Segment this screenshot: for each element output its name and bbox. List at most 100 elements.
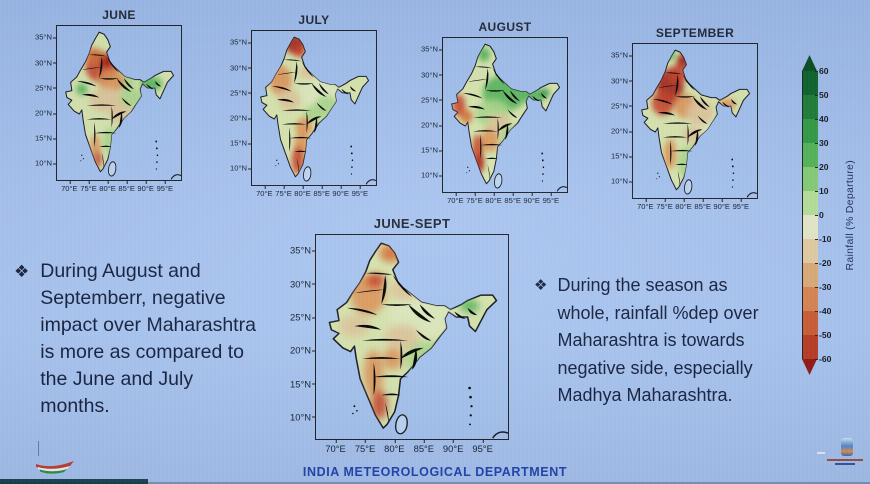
lon-tick-label: 80°E [485,192,502,205]
lon-tick-label: 80°E [99,180,116,193]
colorbar-axis-label: Rainfall (% Departure) [844,159,856,271]
lat-axis-june-sept: 35°N 30°N 25°N 20°N 15°N 10°N [290,234,316,440]
lat-tick-label: 25°N [35,83,57,93]
colorbar-segment [803,215,818,239]
lon-tick-label: 85°E [504,192,521,205]
lat-tick-label: 15°N [35,133,57,143]
lon-tick-label: 70°E [256,185,273,198]
colorbar-segment [803,239,818,263]
colorbar-segment [803,143,818,167]
colorbar-tick-label: -10 [814,234,832,244]
bullet-left-line: impact over Maharashtra [40,314,256,336]
imd-flag-logo [36,461,74,474]
colorbar-tick-label: 10 [815,186,829,196]
colorbar-tick-label: -50 [814,330,832,340]
colorbar-arrow-top [802,55,817,71]
india-choropleth-august [442,37,568,193]
colorbar-segments [802,71,818,359]
lat-tick-label: 15°N [230,138,252,148]
bullet-left-line: the June and July [40,368,194,390]
lat-axis-july: 35°N 30°N 25°N 20°N 15°N 10°N [229,30,252,186]
bullet-diamond-icon: ❖ [534,277,548,294]
lat-tick-label: 10°N [290,411,316,423]
lat-tick-label: 35°N [611,50,633,60]
colorbar-tick-label: 60 [815,66,829,76]
lon-tick-label: 75°E [275,185,292,198]
lat-tick-label: 35°N [290,244,316,256]
bullet-left-text: During August and Septemberr, negative i… [40,258,256,420]
lat-tick-label: 35°N [421,44,443,54]
map-panel-september: SEPTEMBER 35°N 30°N 25°N 20°N 15°N 10°N [610,26,758,212]
lon-tick-label: 95°E [156,180,174,193]
bullet-left: ❖ During August and Septemberr, negative… [14,258,334,420]
lat-axis-june: 35°N 30°N 25°N 20°N 15°N 10°N [34,25,57,181]
lon-tick-label: 85°E [313,185,330,198]
lon-axis-august: 70°E 75°E 80°E 85°E 90°E 95°E [442,192,568,206]
flag-pole [38,441,39,456]
logo-mark [841,438,853,456]
lon-tick-label: 80°E [294,185,311,198]
map-title-august: AUGUST [478,20,532,34]
lat-axis-august: 35°N 30°N 25°N 20°N 15°N 10°N [420,37,443,193]
colorbar-tick-label: -60 [814,354,832,364]
logo-dash [817,452,825,454]
colorbar-tick-label: -40 [814,306,832,316]
lat-tick-label: 20°N [35,108,57,118]
lon-tick-label: 85°E [118,180,135,193]
colorbar-segment [803,287,818,311]
colorbar-tick-label: -30 [814,282,832,292]
colorbar: 60 50 40 30 20 10 0 -10 -20 -30 -40 -50 -60 Rainfall… [802,55,870,377]
colorbar-segment [803,311,818,335]
lat-tick-label: 35°N [35,32,57,42]
lon-axis-june-sept: 70°E 75°E 80°E 85°E 90°E 95°E [315,439,509,454]
bullet-right-line: negative side, especially [557,357,753,378]
colorbar-tick-label: 20 [815,162,829,172]
map-title-september: SEPTEMBER [655,26,735,40]
bullet-right-line: Madhya Maharashtra. [557,385,733,405]
bullet-right-line: Maharashtra is towards [557,330,745,350]
colorbar-segment [803,335,818,359]
lon-tick-label: 70°E [637,198,654,211]
lon-tick-label: 85°E [694,198,711,211]
lon-tick-label: 85°E [413,439,435,454]
bullet-left-line: months. [40,395,110,417]
bullet-right-line: whole, rainfall %dep over [557,302,759,323]
india-choropleth-june [56,25,182,181]
colorbar-tick-label: 30 [815,138,829,148]
lat-tick-label: 25°N [290,311,316,323]
lat-tick-label: 20°N [611,126,633,136]
lat-tick-label: 25°N [421,95,443,105]
colorbar-segment [803,71,818,95]
india-choropleth-september [632,43,758,199]
footer-title: INDIA METEOROLOGICAL DEPARTMENT [302,465,568,479]
map-title-june-sept: JUNE-SEPT [373,216,451,231]
lon-tick-label: 70°E [447,192,464,205]
map-title-june: JUNE [102,8,136,22]
lon-tick-label: 90°E [442,439,464,454]
colorbar-segment [803,191,818,215]
lat-tick-label: 10°N [230,163,252,173]
lat-tick-label: 15°N [611,151,633,161]
photo-bottom-edge [0,482,870,484]
colorbar-tick-label: 0 [815,210,824,220]
lon-tick-label: 90°E [332,185,349,198]
lat-tick-label: 20°N [421,120,443,130]
colorbar-segment [803,95,818,119]
map-panel-july: JULY 35°N 30°N 25°N 20°N 15°N 10°N [229,13,377,199]
lon-tick-label: 70°E [325,439,346,454]
lat-tick-label: 15°N [290,378,316,390]
lat-tick-label: 10°N [611,176,633,186]
lon-tick-label: 80°E [675,198,692,211]
lon-tick-label: 75°E [354,439,376,454]
lat-tick-label: 10°N [421,170,443,180]
bullet-right-text: During the season as whole, rainfall %de… [557,272,758,410]
colorbar-tick-label: 40 [815,114,829,124]
colorbar-tick-label: -20 [814,258,832,268]
lat-axis-september: 35°N 30°N 25°N 20°N 15°N 10°N [610,43,633,199]
lat-tick-label: 30°N [611,76,633,86]
lat-tick-label: 30°N [421,70,443,80]
lat-tick-label: 20°N [290,344,316,356]
logo-caption-line [827,459,863,461]
colorbar-segment [803,119,818,143]
